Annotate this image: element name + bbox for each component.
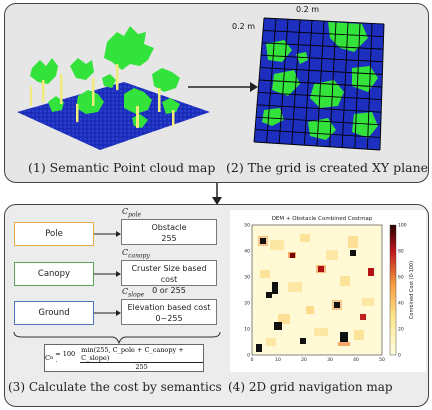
caption-panel4: (4) 2D grid navigation map [228,380,393,394]
costmap-texture [260,234,374,346]
class-box-ground: Ground [14,301,94,325]
caption-panel1: (1) Semantic Point cloud map [28,160,216,175]
cost-label-pole: Cpole [122,207,142,219]
costmap-chart: DEM + Obstacle Combined Costmap 0 10 20 30 4… [230,210,426,372]
class-arrows [94,231,121,316]
grid-lines [253,17,385,151]
cost-label-slope: Cslope [122,287,145,299]
semantic-point-cloud-image [17,26,210,150]
x-tick-4: 40 [353,357,359,363]
colorbar-tick-1: 20 [398,327,404,333]
class-box-canopy: Canopy [14,262,94,286]
colorbar-tick-3: 60 [398,275,404,281]
y-tick-2: 20 [244,301,250,307]
y-tick-0: 0 [247,353,250,359]
output-box-pole: Obstacle 255 [121,219,217,245]
y-tick-3: 30 [244,275,250,281]
colorbar-tick-0: 0 [398,353,401,359]
y-tick-1: 10 [244,327,250,333]
caption-panel2: (2) The grid is created XY plane [226,160,429,175]
colorbar-tick-4: 80 [398,249,404,255]
colorbar-tick-5: 100 [398,223,407,229]
arrow-right [188,82,258,92]
xy-grid-image [253,17,385,151]
grid-dimension-left: 0.2 m [232,22,256,31]
ground-plane [17,82,210,150]
chart-title: DEM + Obstacle Combined Costmap [272,216,373,222]
output-box-ground: Elevation based cost 0~255 [121,299,217,325]
y-tick-5: 50 [244,223,250,229]
x-tick-2: 20 [301,357,307,363]
canopy-points [30,26,180,128]
pole-points [30,64,175,128]
y-tick-4: 40 [244,249,250,255]
sum-brace [13,331,221,344]
grid-dimension-top: 0.2 m [296,5,320,14]
x-tick-1: 10 [275,357,281,363]
obstacle-cells [256,236,374,352]
colorbar-tick-2: 40 [398,301,404,307]
output-box-canopy: Cruster Size based cost 0 or 255 [121,260,217,295]
x-tick-0: 0 [251,357,254,363]
arrow-down [212,183,222,205]
cost-label-canopy: Ccanopy [122,248,150,260]
grid-canopy [262,22,378,140]
caption-panel3: (3) Calculate the cost by semantics [8,380,222,394]
x-tick-3: 30 [327,357,333,363]
colorbar [389,224,397,356]
x-tick-5: 50 [379,357,385,363]
class-box-pole: Pole [14,222,94,246]
colorbar-label: Combined Cost (0-100) [409,261,415,319]
